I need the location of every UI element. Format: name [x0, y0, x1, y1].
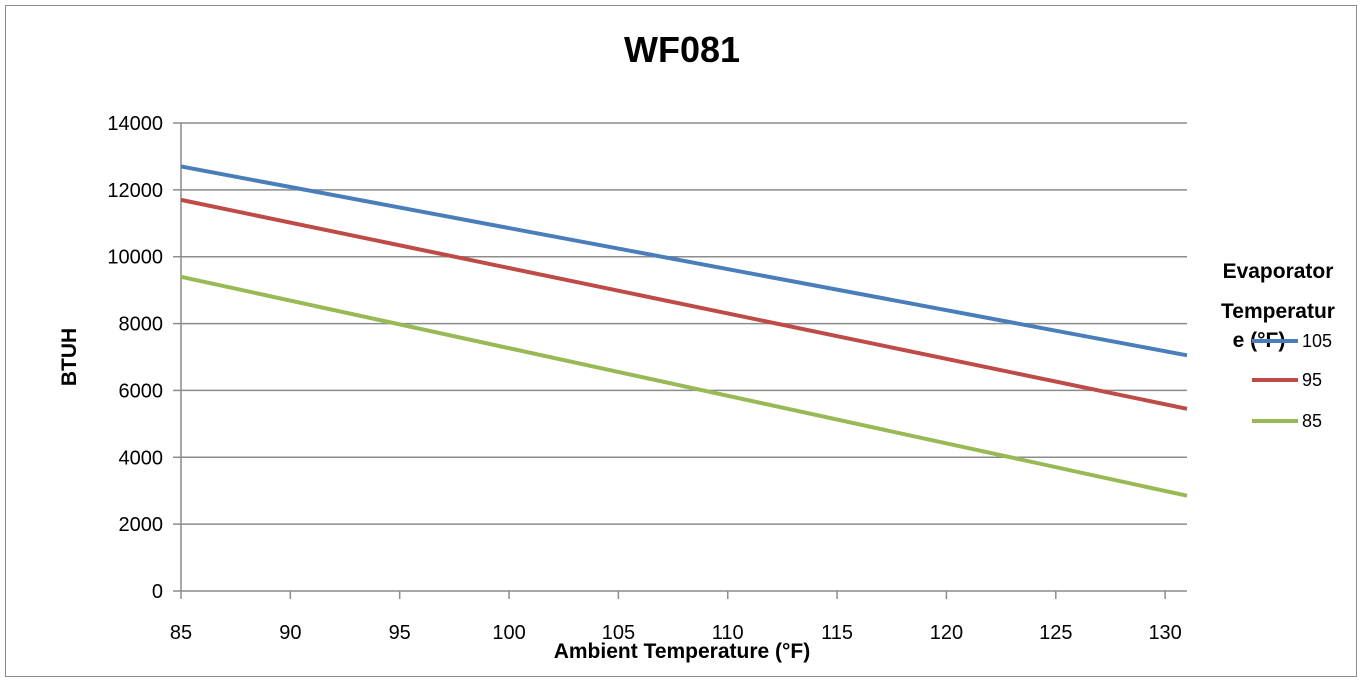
- series-lines: [180, 164, 1188, 498]
- y-tick-label-0: 0: [152, 581, 163, 603]
- legend-title-line-2: Temperatur: [1221, 300, 1335, 323]
- legend-label-85: 85: [1302, 411, 1322, 431]
- x-tick-label-130: 130: [1148, 622, 1181, 644]
- chart-title: WF081: [624, 29, 740, 70]
- x-tick-label-95: 95: [389, 622, 411, 644]
- x-tick-label-110: 110: [712, 622, 744, 644]
- x-tick-label-115: 115: [821, 622, 853, 644]
- legend-label-95: 95: [1302, 370, 1322, 390]
- y-tick-label-2000: 2000: [119, 514, 164, 536]
- x-tick-label-85: 85: [170, 622, 192, 644]
- x-axis-label: Ambient Temperature (°F): [554, 640, 811, 663]
- chart-frame: [5, 5, 1357, 677]
- legend-title-line-1: Evaporator: [1223, 260, 1334, 283]
- x-tick-label-90: 90: [279, 622, 301, 644]
- x-tick-label-125: 125: [1039, 622, 1072, 644]
- x-tick-labels: 85 90 95 100 105 110 115 120 125 130: [170, 622, 1182, 644]
- y-tick-label-8000: 8000: [119, 314, 164, 336]
- series-line-85: [180, 274, 1188, 498]
- y-tick-labels: 0 2000 4000 6000 8000 10000 12000 14000: [107, 113, 163, 603]
- series-line-95: [180, 197, 1188, 411]
- legend-label-105: 105: [1302, 331, 1332, 351]
- y-tick-label-4000: 4000: [119, 447, 164, 469]
- x-tick-label-120: 120: [930, 622, 963, 644]
- x-tick-label-105: 105: [602, 622, 635, 644]
- series-line-105: [180, 164, 1188, 358]
- y-axis-label: BTUH: [58, 328, 81, 386]
- y-tick-label-12000: 12000: [107, 180, 163, 202]
- x-tick-label-100: 100: [492, 622, 525, 644]
- y-tick-label-6000: 6000: [119, 380, 164, 402]
- y-tick-label-14000: 14000: [107, 113, 163, 135]
- y-tick-label-10000: 10000: [107, 247, 163, 269]
